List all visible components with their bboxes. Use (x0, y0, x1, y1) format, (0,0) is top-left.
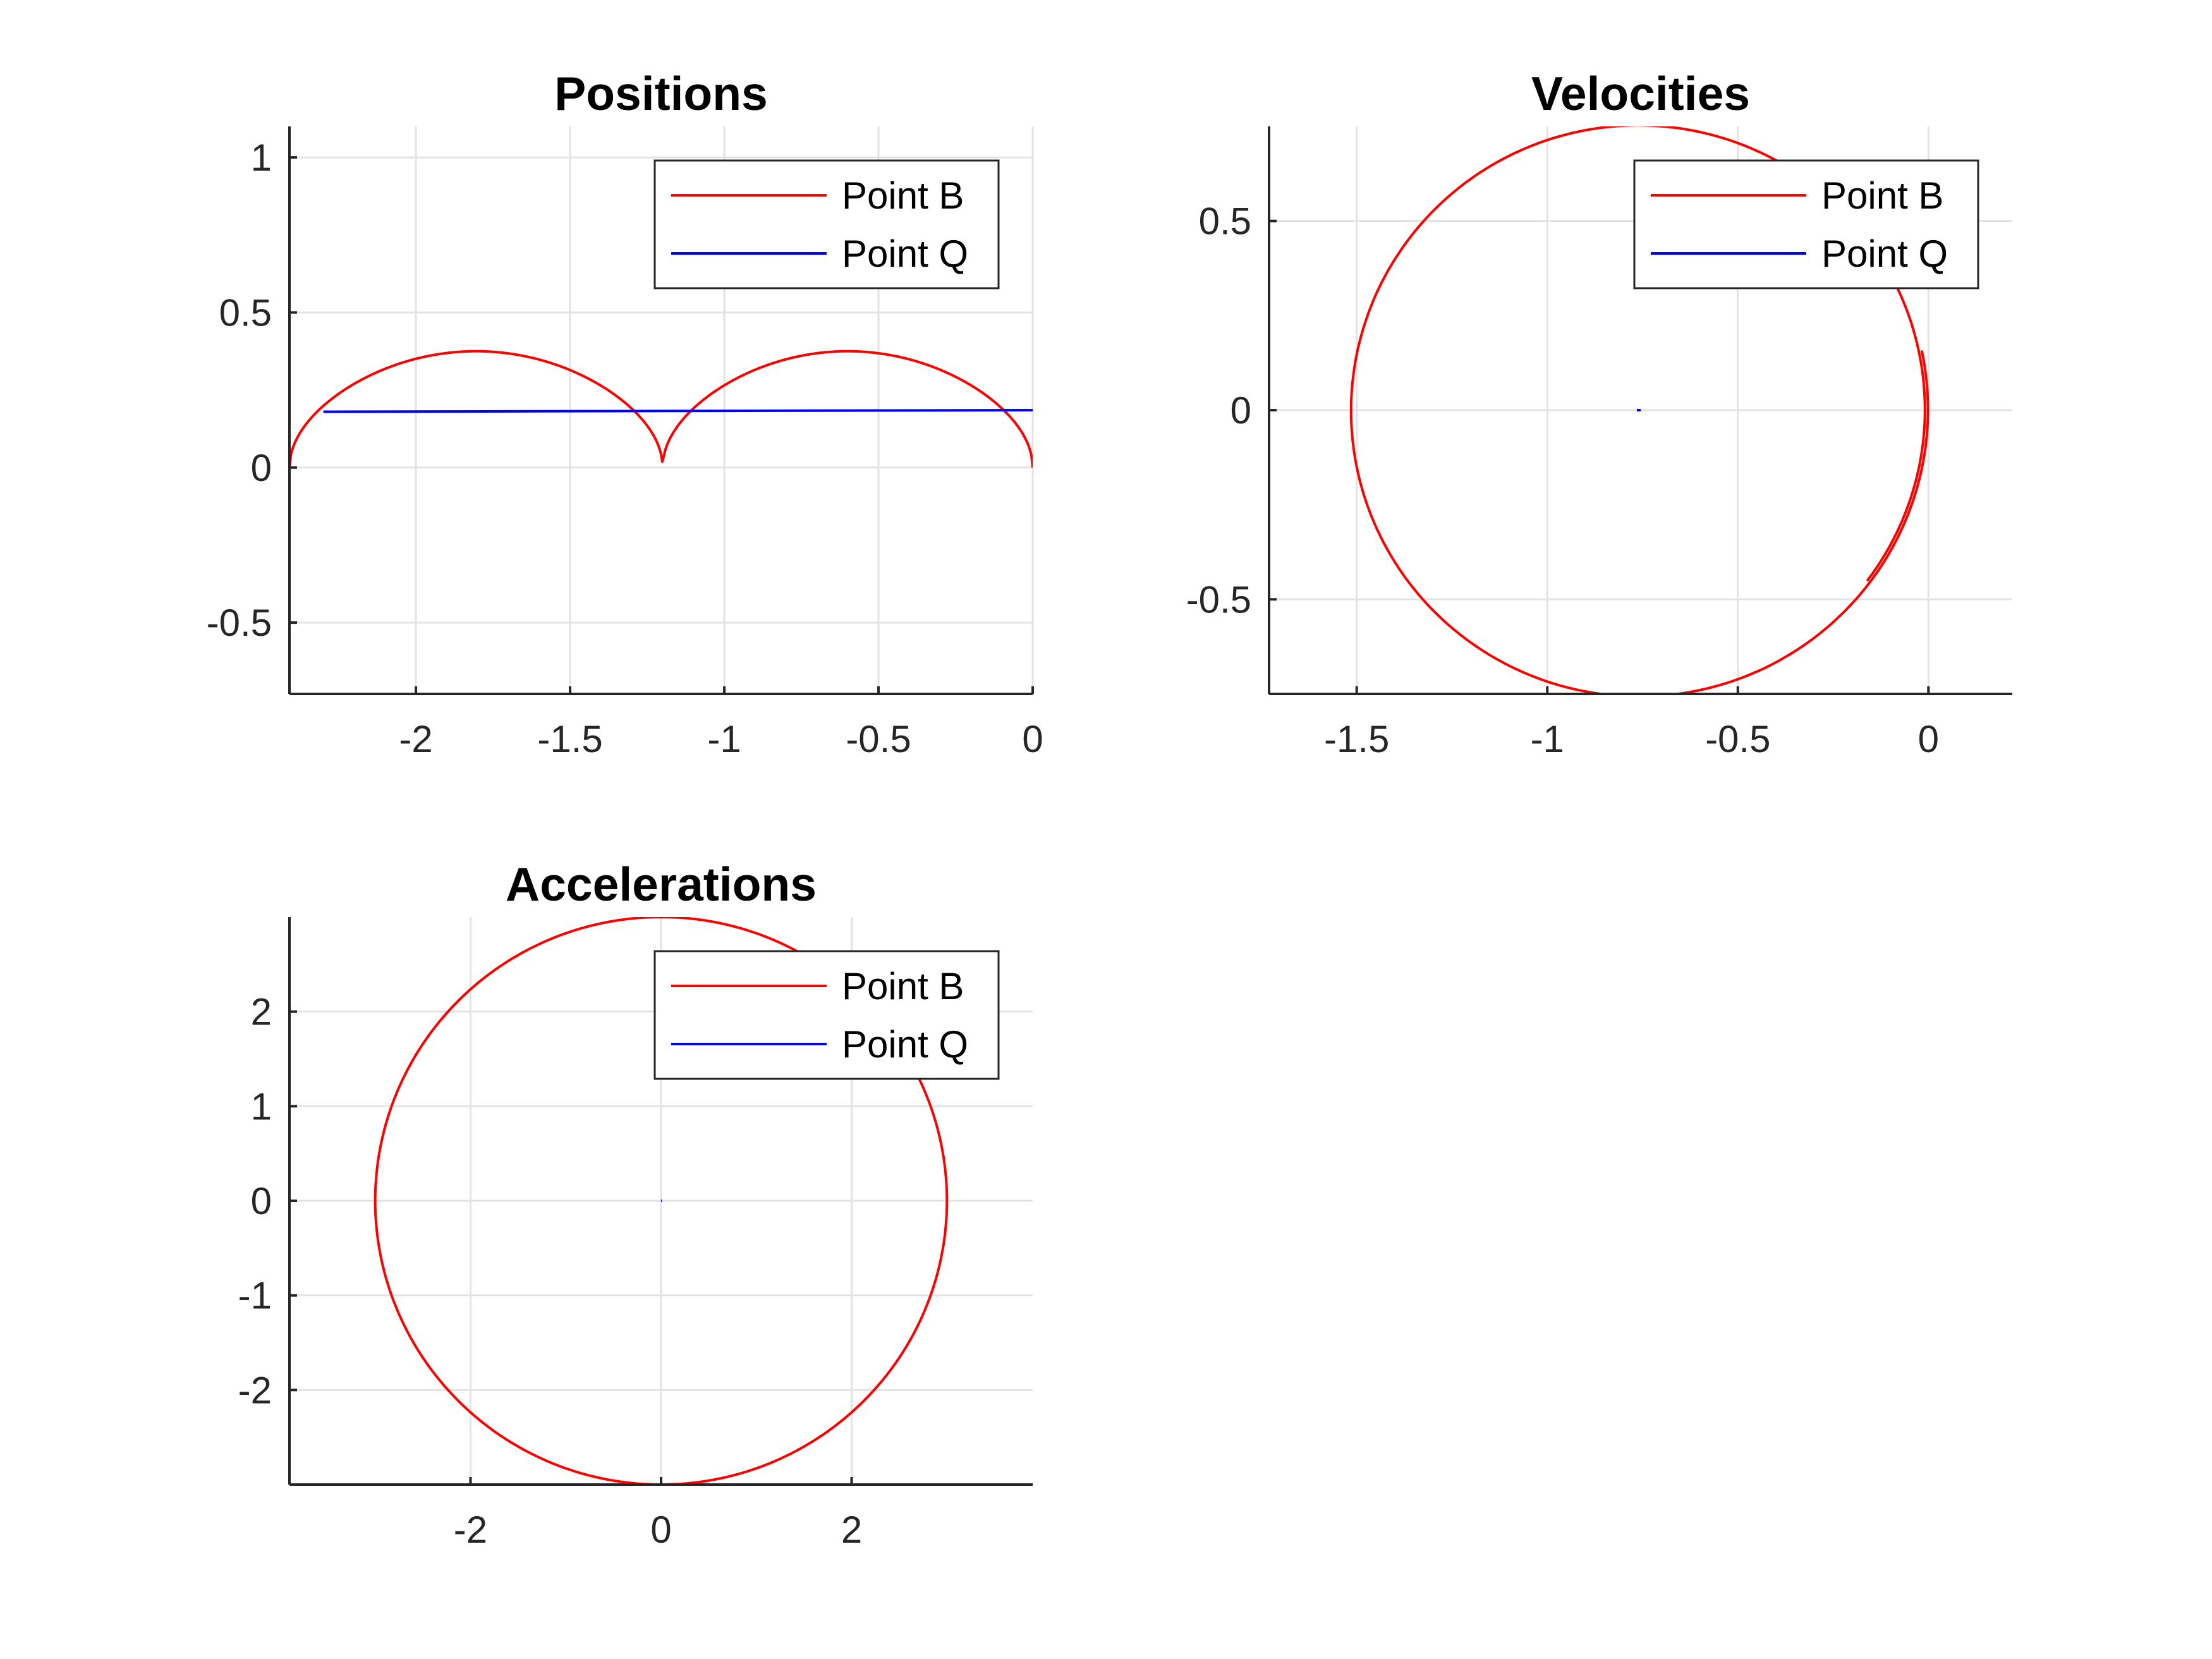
legend-label: Point B (842, 965, 964, 1007)
plot-area (289, 349, 1033, 468)
y-tick-label: -0.5 (1186, 578, 1251, 621)
x-tick-label: -0.5 (846, 718, 911, 760)
legend-label: Point Q (1821, 233, 1948, 275)
y-tick-label: 2 (251, 991, 272, 1033)
y-tick-label: 1 (251, 1085, 272, 1127)
legend-label: Point Q (842, 1023, 968, 1066)
chart-title: Velocities (1531, 67, 1750, 120)
x-tick-label: -1.5 (537, 718, 602, 760)
y-tick-label: 0 (251, 447, 272, 489)
legend-label: Point B (842, 174, 964, 217)
legend-label: Point Q (842, 233, 968, 275)
legend-box (653, 159, 1000, 289)
legend-label: Point B (1821, 174, 1943, 217)
x-tick-label: -1.5 (1324, 718, 1389, 760)
x-tick-label: -0.5 (1705, 718, 1770, 760)
y-tick-label: 1 (251, 137, 272, 179)
legend[interactable]: Point B Point Q (653, 159, 1000, 289)
chart-title: Positions (554, 67, 768, 120)
series-point-b (289, 349, 1033, 468)
x-tick-label: 0 (1022, 718, 1043, 760)
y-tick-label: 0.5 (219, 291, 272, 334)
series-point-q (323, 409, 1033, 413)
chart-panel-3: -2 0 2 -2 -1 0 1 2 Accelerations Point B Point Q (238, 858, 1033, 1551)
x-tick-label: -1 (707, 718, 741, 760)
legend[interactable]: Point B Point Q (1633, 159, 1979, 289)
y-tick-label: -0.5 (207, 602, 272, 644)
y-tick-label: 0 (251, 1180, 272, 1222)
x-tick-label: -2 (399, 718, 432, 760)
y-tick-label: -1 (238, 1275, 272, 1317)
legend[interactable]: Point B Point Q (653, 950, 1000, 1080)
x-tick-label: 2 (841, 1509, 862, 1551)
x-tick-label: -2 (454, 1509, 487, 1551)
legend-box (1633, 159, 1979, 289)
legend-box (653, 950, 1000, 1080)
y-tick-label: 0.5 (1199, 200, 1251, 243)
x-tick-label: 0 (1918, 718, 1939, 760)
x-tick-label: -1 (1531, 718, 1564, 760)
x-tick-label: 0 (650, 1509, 671, 1551)
chart-title: Accelerations (506, 858, 817, 911)
y-tick-label: -2 (238, 1369, 272, 1411)
y-tick-label: 0 (1231, 389, 1251, 432)
